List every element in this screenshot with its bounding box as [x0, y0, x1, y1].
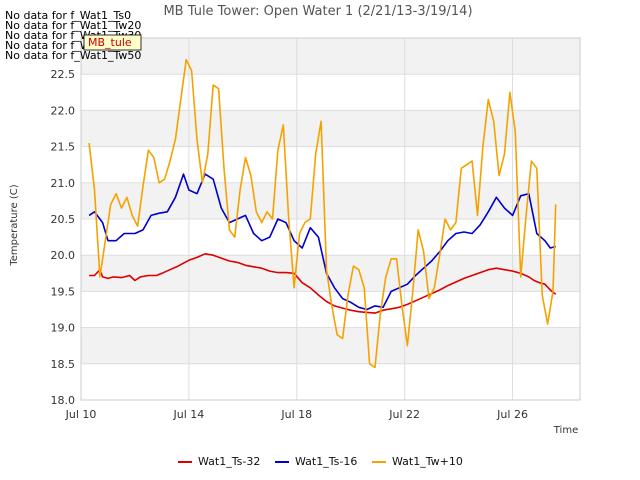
series-line-wat1-ts-16 — [88, 173, 556, 311]
y-axis-ticks: 18.0 18.5 19.0 19.5 20.0 20.5 21.0 21.5 22.0 22.5 — [51, 68, 76, 407]
x-tick-label: Jul 18 — [280, 408, 312, 421]
series-line-wat1-tw-10 — [88, 58, 557, 369]
y-tick-label: 22.5 — [51, 68, 76, 81]
x-tick-label: Jul 14 — [173, 408, 205, 421]
grid-band — [81, 255, 580, 292]
grid-band — [81, 327, 580, 364]
tooltip-label: MB_tule — [88, 36, 132, 49]
y-tick-label: 21.0 — [51, 177, 76, 190]
legend-label: Wat1_Ts-32 — [198, 455, 260, 468]
plot-border — [80, 37, 581, 401]
alternating-bands — [81, 38, 580, 364]
legend: Wat1_Ts-32 Wat1_Ts-16 Wat1_Tw+10 — [178, 455, 463, 468]
y-tick-label: 21.5 — [51, 141, 76, 154]
no-data-message: No data for f_Wat1_Tw20 — [5, 19, 141, 32]
x-tick-label: Jul 22 — [388, 408, 420, 421]
x-tick-label: Jul 10 — [65, 408, 97, 421]
tooltip-box — [83, 34, 142, 51]
legend-label: Wat1_Tw+10 — [392, 455, 463, 468]
grid-band — [81, 38, 580, 75]
series-line-wat1-ts-32 — [89, 253, 557, 314]
y-tick-label: 19.0 — [51, 322, 76, 335]
y-tick-label: 22.0 — [51, 104, 76, 117]
y-tick-label: 18.0 — [51, 394, 76, 407]
no-data-message: No data for f_Wat1_Ts0 — [5, 9, 131, 22]
legend-label: Wat1_Ts-16 — [295, 455, 357, 468]
x-axis-ticks: Jul 10 Jul 14 Jul 18 Jul 22 Jul 26 — [65, 408, 528, 421]
plot-area — [80, 37, 581, 401]
y-tick-label: 20.5 — [51, 213, 76, 226]
x-axis-label: Time — [553, 425, 578, 436]
chart-title: MB Tule Tower: Open Water 1 (2/21/13-3/1… — [163, 4, 472, 19]
y-axis-label: Temperature (C) — [9, 184, 20, 266]
grid-band — [81, 110, 580, 147]
no-data-message: No data for f_Wat1_Tw50 — [5, 49, 141, 62]
y-tick-label: 20.0 — [51, 249, 76, 262]
y-tick-label: 18.5 — [51, 358, 76, 371]
x-tick-label: Jul 26 — [496, 408, 528, 421]
series-lines — [88, 58, 557, 369]
no-data-messages: No data for f_Wat1_Ts0 No data for f_Wat… — [5, 9, 141, 62]
tooltip: MB_tule — [83, 34, 142, 51]
y-tick-label: 19.5 — [51, 285, 76, 298]
